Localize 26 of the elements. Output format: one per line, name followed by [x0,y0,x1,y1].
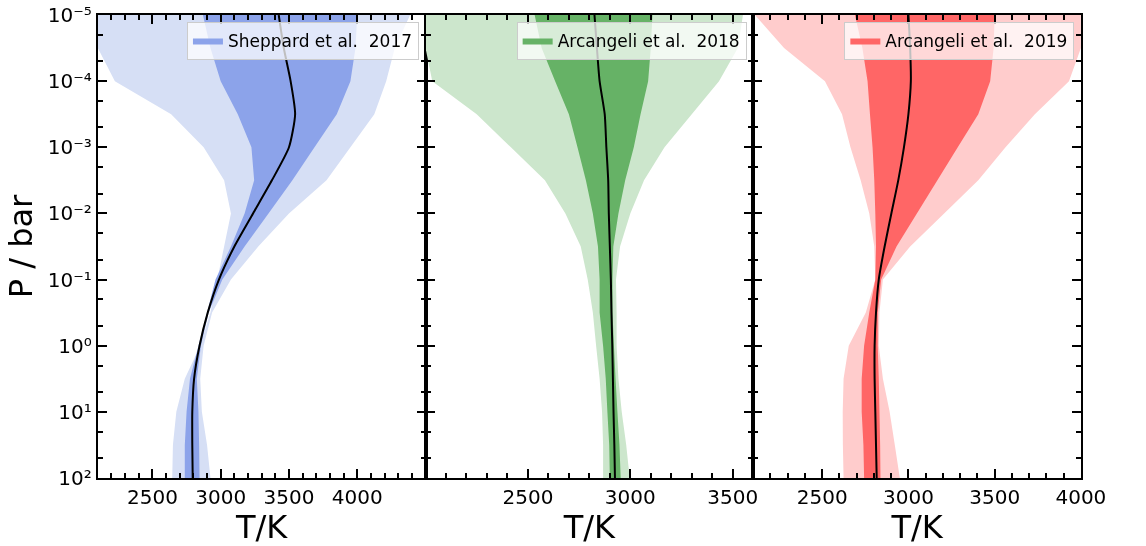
y-tick-label: 10⁻² [47,201,92,226]
x-tick-label: 3000 [882,485,934,509]
x-tick-label: 3500 [263,485,315,509]
legend-label: Sheppard et al. 2017 [227,31,413,52]
y-tick-label: 10⁰ [58,333,92,358]
y-tick-label: 10⁻³ [47,135,92,160]
x-tick-label: 3500 [707,485,759,509]
x-tick-label: 2500 [126,485,178,509]
legend-label: Arcangeli et al. 2018 [557,31,740,52]
y-tick-label: 10¹ [58,399,92,424]
x-tick-label: 2500 [502,485,554,509]
x-tick-label: 3500 [969,485,1021,509]
x-axis-title: T/K [890,508,944,546]
y-tick-label: 10² [58,466,92,490]
x-tick-label: 3000 [604,485,656,509]
x-tick-label: 4000 [1055,485,1107,509]
x-tick-label: 2500 [796,485,848,509]
x-axis-title: T/K [235,508,289,546]
y-axis-title: P / bar [1,193,40,299]
legend-label: Arcangeli et al. 2019 [885,31,1068,52]
x-axis-title: T/K [562,508,617,546]
y-tick-label: 10⁻⁴ [47,69,92,94]
x-tick-label: 4000 [331,485,383,509]
y-tick-label: 10⁻¹ [47,267,92,292]
y-tick-label: 10⁻⁵ [47,3,92,27]
x-tick-label: 3000 [195,485,247,509]
